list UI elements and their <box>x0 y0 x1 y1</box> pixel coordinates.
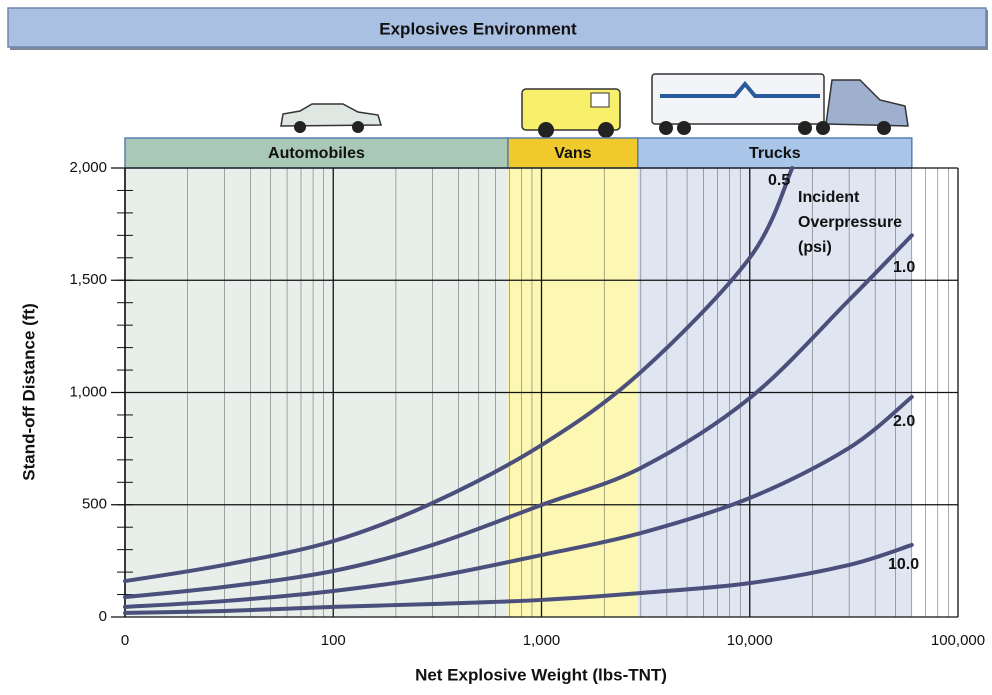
legend-title: (psi) <box>798 239 832 256</box>
series-line <box>123 166 795 584</box>
series-label: 10.0 <box>888 556 919 573</box>
van-icon <box>521 88 621 138</box>
legend-title: Incident <box>798 189 860 206</box>
series-line <box>123 542 914 615</box>
y-tick-label: 2,000 <box>69 159 107 176</box>
series-line <box>123 394 914 609</box>
x-tick-label: 100,000 <box>931 632 985 649</box>
x-tick-label: 0 <box>121 632 129 649</box>
car-icon <box>280 103 383 133</box>
y-tick-label: 0 <box>99 608 107 625</box>
x-axis-label: Net Explosive Weight (lbs-TNT) <box>415 665 667 684</box>
y-tick-label: 1,000 <box>69 383 107 400</box>
series-label: 1.0 <box>893 259 915 276</box>
band-header <box>637 137 913 169</box>
series-label: 2.0 <box>893 413 915 430</box>
y-tick-label: 500 <box>82 496 107 513</box>
y-axis-label: Stand-off Distance (ft) <box>19 303 38 481</box>
x-tick-label: 100 <box>321 632 346 649</box>
band-label: Trucks <box>749 145 801 162</box>
legend-title: Overpressure <box>798 214 902 231</box>
title-bar <box>7 7 987 48</box>
band-label: Automobiles <box>268 145 365 162</box>
y-tick-label: 1,500 <box>69 271 107 288</box>
series-line <box>123 233 914 600</box>
chart-title: Explosives Environment <box>379 19 577 38</box>
x-tick-label: 10,000 <box>727 632 773 649</box>
truck-icon <box>651 73 909 135</box>
x-tick-label: 1,000 <box>523 632 561 649</box>
series-label: 0.5 <box>768 172 790 189</box>
band-label: Vans <box>554 145 591 162</box>
